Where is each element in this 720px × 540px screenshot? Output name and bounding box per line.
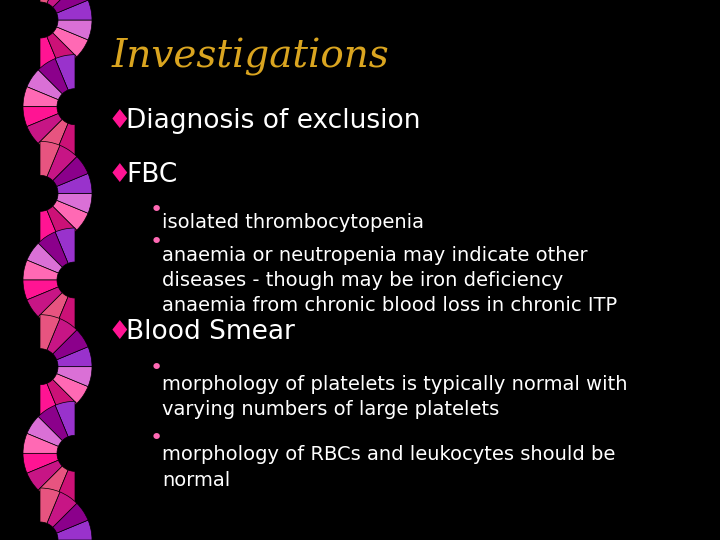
Wedge shape (40, 210, 60, 245)
Wedge shape (55, 55, 75, 90)
Wedge shape (23, 260, 58, 280)
Text: isolated thrombocytopenia: isolated thrombocytopenia (162, 213, 424, 232)
Wedge shape (53, 503, 88, 533)
Wedge shape (53, 0, 88, 13)
Wedge shape (53, 200, 88, 230)
Wedge shape (55, 296, 75, 332)
Text: •: • (150, 199, 163, 220)
Wedge shape (47, 0, 77, 7)
Text: Investigations: Investigations (112, 38, 390, 76)
Wedge shape (23, 434, 58, 454)
Text: Diagnosis of exclusion: Diagnosis of exclusion (126, 109, 420, 134)
Wedge shape (47, 319, 77, 354)
Wedge shape (47, 33, 77, 68)
Wedge shape (38, 119, 68, 154)
Text: ♦: ♦ (108, 109, 132, 134)
Text: •: • (150, 428, 163, 449)
Wedge shape (23, 280, 58, 300)
Wedge shape (38, 232, 68, 267)
Wedge shape (27, 113, 62, 144)
Text: morphology of RBCs and leukocytes should be
normal: morphology of RBCs and leukocytes should… (162, 446, 616, 489)
Wedge shape (27, 287, 62, 317)
Wedge shape (27, 243, 62, 273)
Wedge shape (57, 193, 92, 213)
Wedge shape (40, 488, 60, 523)
Wedge shape (23, 107, 58, 126)
Wedge shape (27, 460, 62, 490)
Text: •: • (150, 358, 163, 379)
Wedge shape (38, 466, 68, 501)
Wedge shape (47, 380, 77, 415)
Wedge shape (55, 228, 75, 264)
Wedge shape (40, 0, 60, 3)
Wedge shape (57, 173, 92, 193)
Wedge shape (38, 293, 68, 328)
Wedge shape (23, 87, 58, 107)
Text: Blood Smear: Blood Smear (126, 319, 295, 345)
Wedge shape (57, 20, 92, 40)
Wedge shape (53, 157, 88, 186)
Wedge shape (57, 347, 92, 367)
Wedge shape (57, 0, 92, 20)
Wedge shape (40, 315, 60, 350)
Wedge shape (47, 145, 77, 180)
Text: ♦: ♦ (108, 319, 132, 345)
Text: anaemia or neutropenia may indicate other
diseases - though may be iron deficien: anaemia or neutropenia may indicate othe… (162, 246, 617, 315)
Wedge shape (27, 70, 62, 100)
Text: morphology of platelets is typically normal with
varying numbers of large platel: morphology of platelets is typically nor… (162, 375, 628, 419)
Wedge shape (55, 470, 75, 505)
Wedge shape (40, 383, 60, 418)
Wedge shape (27, 416, 62, 447)
Text: ♦: ♦ (108, 163, 132, 188)
Wedge shape (55, 123, 75, 159)
Wedge shape (40, 141, 60, 177)
Text: •: • (150, 232, 163, 252)
Wedge shape (38, 59, 68, 94)
Wedge shape (47, 206, 77, 241)
Wedge shape (53, 330, 88, 360)
Wedge shape (23, 454, 58, 473)
Wedge shape (38, 406, 68, 441)
Wedge shape (57, 520, 92, 540)
Wedge shape (55, 401, 75, 437)
Wedge shape (53, 374, 88, 403)
Text: FBC: FBC (126, 163, 177, 188)
Wedge shape (57, 367, 92, 387)
Wedge shape (40, 37, 60, 72)
Wedge shape (47, 492, 77, 527)
Wedge shape (53, 27, 88, 57)
